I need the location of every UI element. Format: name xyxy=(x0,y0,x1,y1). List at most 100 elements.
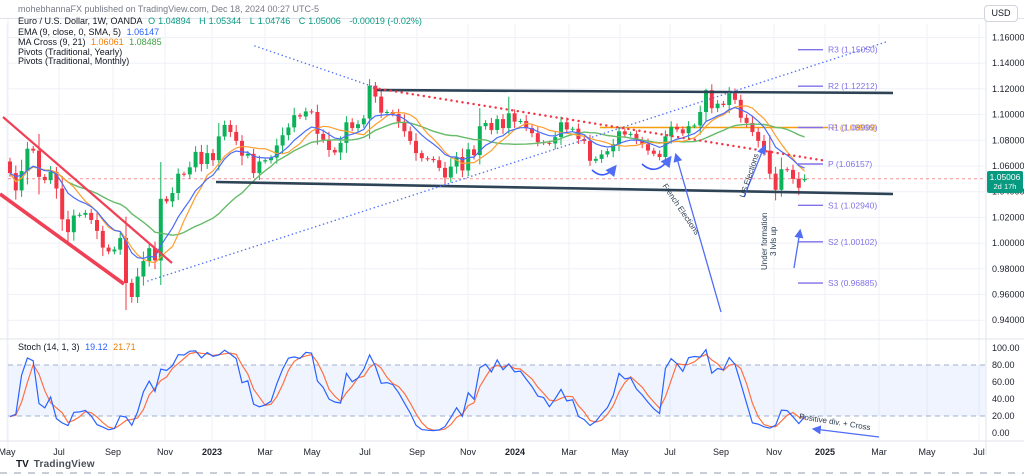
posdiv-arrow xyxy=(811,425,880,438)
annotation-under-formation-line1: Under formation xyxy=(760,212,769,270)
price-tick: 1.12000 xyxy=(992,84,1024,94)
legend-symbol-row[interactable]: Euro / U.S. Dollar, 1W, OANDA O 1.04894 H… xyxy=(18,16,425,26)
time-tick: May xyxy=(918,447,936,457)
bottom-dashed-divider xyxy=(0,472,1024,474)
macross-slow-value: 1.08485 xyxy=(129,37,162,47)
header-divider xyxy=(0,18,1024,19)
legend-pivots-yearly-row[interactable]: Pivots (Traditional, Yearly) xyxy=(18,47,125,57)
bar-countdown: 2d 17h xyxy=(993,182,1017,191)
ohlc-close-label: C xyxy=(298,16,306,26)
time-tick: Nov xyxy=(460,447,477,457)
pivot-yearly-label: R1 (1.08999) xyxy=(828,123,878,133)
ohlc-low-label: L xyxy=(249,16,255,26)
ema-label[interactable]: EMA (9, close, 0, SMA, 5) xyxy=(18,27,122,37)
higher-low-arc-2 xyxy=(641,155,672,171)
stoch-band xyxy=(8,364,985,417)
pivot-yearly-label: S1 (1.02940) xyxy=(828,200,877,210)
time-tick: Mar xyxy=(871,447,887,457)
price-tick: 1.02000 xyxy=(992,212,1024,222)
price-tick: 1.06000 xyxy=(992,161,1024,171)
currency-button[interactable]: USD xyxy=(984,5,1018,22)
time-tick: May xyxy=(303,447,321,457)
red-channel-lower xyxy=(0,192,126,286)
pivot-yearly-R3: R3 (1.15050) xyxy=(798,45,878,55)
annotation-under-formation: Under formation 3 lvls up xyxy=(760,213,778,270)
pivot-yearly-S1: S1 (1.02940) xyxy=(798,200,877,210)
price-tick: 1.00000 xyxy=(992,238,1024,248)
time-tick: Jul xyxy=(664,447,676,457)
us-arrow xyxy=(743,144,766,198)
annotation-under-formation-line2: 3 lvls up xyxy=(769,226,778,256)
publish-header: mohebhannaFX published on TradingView.co… xyxy=(18,4,320,14)
price-tick: 1.08000 xyxy=(992,135,1024,145)
price-gridlines xyxy=(8,37,985,321)
blue-dotted-into-high xyxy=(254,45,378,89)
stoch-tick: 20.00 xyxy=(992,411,1015,421)
pivots-yearly-label[interactable]: Pivots (Traditional, Yearly) xyxy=(18,47,123,57)
price-axis[interactable]: 1.16000 1.14000 1.12000 1.10000 1.08000 1.060… xyxy=(992,33,1024,439)
time-tick: Jul xyxy=(53,447,65,457)
ohlc-high-label: H xyxy=(199,16,206,26)
price-tick: 0.94000 xyxy=(992,315,1024,325)
pivot-yearly-label: P (1.06157) xyxy=(828,159,872,169)
stoch-tick: 80.00 xyxy=(992,360,1015,370)
under-arrow xyxy=(793,228,804,269)
higher-low-arc-1 xyxy=(591,164,617,178)
time-gridlines xyxy=(6,24,980,441)
pivot-yearly-label: R2 (1.12212) xyxy=(828,81,878,91)
price-tick: 0.96000 xyxy=(992,290,1024,300)
pane-borders xyxy=(0,18,1024,455)
stoch-lines xyxy=(9,348,806,432)
tradingview-logo-icon[interactable]: TV xyxy=(16,459,29,470)
time-axis[interactable]: May Jul Sep Nov 2023 Mar May Jul Sep Nov 2024 Mar Ma… xyxy=(0,447,985,457)
legend-macross-row[interactable]: MA Cross (9, 21) 1.06061 1.08485 xyxy=(18,37,165,47)
current-price-value: 1.05006 xyxy=(989,172,1021,182)
stoch-label[interactable]: Stoch (14, 1, 3) xyxy=(18,342,80,352)
ohlc-open-label: O xyxy=(148,16,156,26)
footer: TV TradingView xyxy=(16,459,95,470)
legend-ema-row[interactable]: EMA (9, close, 0, SMA, 5) 1.06147 xyxy=(18,27,162,37)
time-tick: Nov xyxy=(766,447,783,457)
ohlc-close-value: 1.05006 xyxy=(308,16,341,26)
time-tick: Sep xyxy=(409,447,425,457)
legend-pivots-monthly-row[interactable]: Pivots (Traditional, Monthly) xyxy=(18,56,132,66)
ema-value: 1.06147 xyxy=(126,27,160,37)
navy-resistance xyxy=(376,88,894,95)
ma-lines xyxy=(9,105,806,264)
pivot-yearly-S2: S2 (1.00102) xyxy=(798,237,877,247)
legend-stoch-row[interactable]: Stoch (14, 1, 3) 19.12 21.71 xyxy=(18,342,139,352)
pivots-monthly-label[interactable]: Pivots (Traditional, Monthly) xyxy=(18,56,130,66)
price-tick: 1.14000 xyxy=(992,58,1024,68)
trendlines xyxy=(0,40,894,286)
ohlc-low-value: 1.04746 xyxy=(257,16,291,26)
macross-label[interactable]: MA Cross (9, 21) xyxy=(18,37,86,47)
time-tick: May xyxy=(0,447,16,457)
red-dotted-downtrend xyxy=(372,86,829,163)
ohlc-open-value: 1.04894 xyxy=(158,16,191,26)
time-tick: Jul xyxy=(359,447,371,457)
pivot-yearly-label: S2 (1.00102) xyxy=(828,237,877,247)
current-price-label: 1.05006 2d 17h xyxy=(987,171,1023,193)
blue-dotted-uptrend xyxy=(147,40,890,282)
stoch-tick: 60.00 xyxy=(992,377,1015,387)
stoch-tick: 0.00 xyxy=(992,428,1010,438)
stoch-tick: 100.00 xyxy=(992,343,1020,353)
time-tick: 2025 xyxy=(815,447,835,457)
red-channel-upper xyxy=(2,116,173,264)
tradingview-brand-text[interactable]: TradingView xyxy=(33,459,95,470)
price-tick: 1.10000 xyxy=(992,110,1024,120)
time-tick: Nov xyxy=(157,447,174,457)
navy-support xyxy=(215,180,894,196)
stoch-d-value: 21.71 xyxy=(113,342,136,352)
time-tick: Mar xyxy=(257,447,273,457)
ohlc-change: -0.00019 (-0.02%) xyxy=(349,16,422,26)
symbol-title[interactable]: Euro / U.S. Dollar, 1W, OANDA xyxy=(18,16,143,26)
time-tick: Mar xyxy=(561,447,577,457)
stoch-k-value: 19.12 xyxy=(85,342,108,352)
pivot-monthly-P: P (1.08996) xyxy=(600,123,876,133)
stoch-tick: 40.00 xyxy=(992,394,1015,404)
pivot-monthly-label: P (1.08996) xyxy=(832,123,876,133)
time-tick: Jul xyxy=(973,447,985,457)
